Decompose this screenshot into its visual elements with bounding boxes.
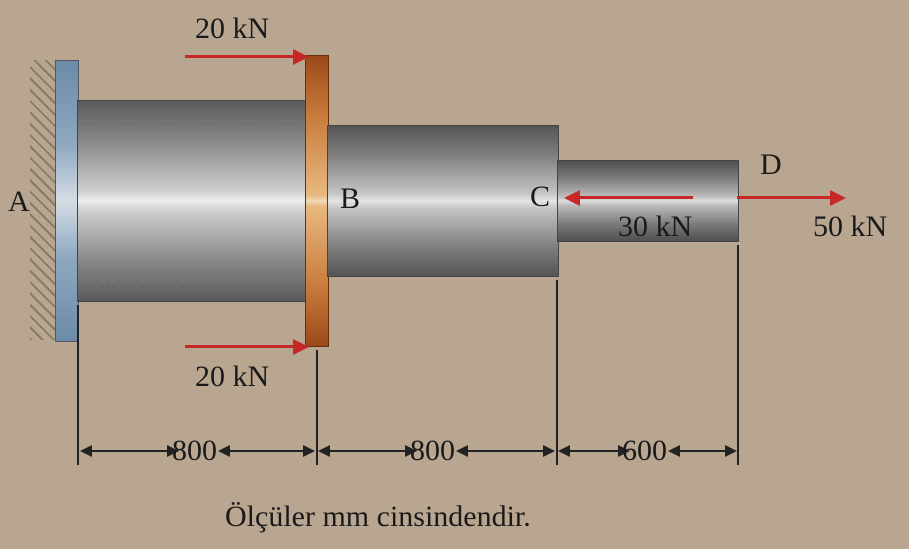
force-arrow-top-b [185,55,295,58]
point-label-c: C [530,180,550,214]
segment-bc [327,125,559,277]
dim-label-cd: 600 [622,434,667,468]
dim-label-ab: 800 [172,434,217,468]
force-label-c: 30 kN [618,210,692,244]
point-label-b: B [340,182,360,216]
ext-line-a [77,305,79,465]
force-label-bottom-b: 20 kN [195,360,269,394]
fixed-wall [55,60,79,342]
dim-line-ab-right [230,450,303,452]
segment-ab [77,100,319,302]
force-arrow-c [578,196,693,199]
ext-line-d [737,245,739,465]
dim-line-bc-left [330,450,405,452]
diagram-canvas: A B C D 20 kN 20 kN 30 kN 50 kN 800 800 … [0,0,909,549]
ab-bot-dashed [80,280,305,282]
point-label-a: A [8,185,30,219]
dim-line-bc-right [468,450,543,452]
force-arrow-d [737,196,832,199]
dim-line-cd-left [570,450,618,452]
ab-top-dashed [80,120,305,122]
units-caption: Ölçüler mm cinsindendir. [225,500,531,534]
wall-hatching [30,60,55,340]
dim-line-ab [92,450,167,452]
dim-line-cd-right [680,450,725,452]
flange-b [305,55,329,347]
force-label-d: 50 kN [813,210,887,244]
dim-label-bc: 800 [410,434,455,468]
point-label-d: D [760,148,782,182]
force-arrow-bottom-b [185,345,295,348]
force-label-top-b: 20 kN [195,12,269,46]
ext-line-c [556,280,558,465]
